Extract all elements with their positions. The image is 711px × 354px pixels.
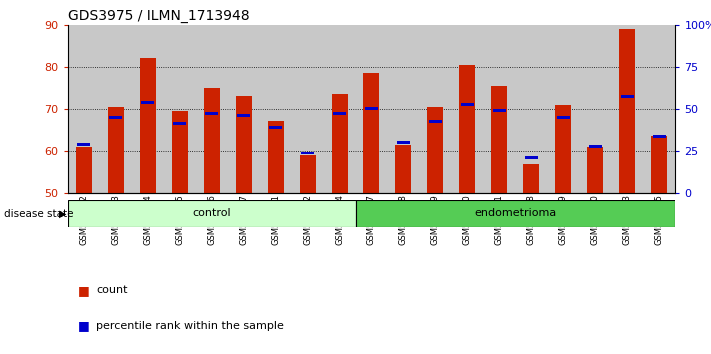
Bar <box>107 107 124 193</box>
Bar <box>547 25 579 193</box>
Bar <box>269 126 282 129</box>
Bar <box>292 25 324 193</box>
Bar <box>68 200 356 227</box>
Bar <box>299 155 316 193</box>
Bar <box>164 25 196 193</box>
Text: ■: ■ <box>78 319 90 332</box>
Bar <box>515 25 547 193</box>
Bar <box>331 94 348 193</box>
Text: count: count <box>96 285 127 295</box>
Bar <box>525 156 538 159</box>
Bar <box>579 25 611 193</box>
Bar <box>523 164 540 193</box>
Bar <box>387 25 419 193</box>
Bar <box>333 112 346 115</box>
Bar <box>461 103 474 106</box>
Bar <box>235 96 252 193</box>
Bar <box>356 25 387 193</box>
Bar <box>324 25 356 193</box>
Bar <box>237 114 250 116</box>
Bar <box>619 29 636 193</box>
Bar <box>429 120 442 123</box>
Bar <box>171 111 188 193</box>
Bar <box>483 25 515 193</box>
Text: endometrioma: endometrioma <box>474 208 557 218</box>
Bar <box>557 116 570 119</box>
Bar <box>132 25 164 193</box>
Bar <box>205 112 218 115</box>
Bar <box>77 143 90 146</box>
Bar <box>267 121 284 193</box>
Bar <box>203 88 220 193</box>
Text: disease state: disease state <box>4 209 73 219</box>
Bar <box>196 25 228 193</box>
Bar <box>395 144 412 193</box>
Bar <box>555 105 572 193</box>
Bar <box>365 107 378 110</box>
Bar <box>611 25 643 193</box>
Text: percentile rank within the sample: percentile rank within the sample <box>96 321 284 331</box>
Bar <box>301 152 314 154</box>
Bar <box>589 145 602 148</box>
Bar <box>643 25 675 193</box>
Bar <box>459 65 476 193</box>
Text: control: control <box>192 208 231 218</box>
Bar <box>260 25 292 193</box>
Bar <box>139 58 156 193</box>
Bar <box>587 147 604 193</box>
Bar <box>451 25 483 193</box>
Bar <box>491 86 508 193</box>
Bar <box>173 122 186 125</box>
Bar <box>68 25 100 193</box>
Bar <box>141 101 154 104</box>
Bar <box>75 147 92 193</box>
Bar <box>356 200 675 227</box>
Text: ■: ■ <box>78 284 90 297</box>
Bar <box>397 141 410 144</box>
Bar <box>109 116 122 119</box>
Bar <box>653 135 665 138</box>
Bar <box>419 25 451 193</box>
Bar <box>363 73 380 193</box>
Bar <box>621 95 634 98</box>
Bar <box>427 107 444 193</box>
Bar <box>651 136 668 193</box>
Text: ▶: ▶ <box>59 209 67 219</box>
Bar <box>493 109 506 113</box>
Bar <box>228 25 260 193</box>
Text: GDS3975 / ILMN_1713948: GDS3975 / ILMN_1713948 <box>68 9 249 23</box>
Bar <box>100 25 132 193</box>
